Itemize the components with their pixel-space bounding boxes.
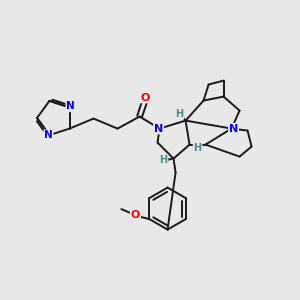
Text: N: N: [154, 124, 163, 134]
Text: H: H: [160, 154, 168, 165]
Text: O: O: [131, 210, 140, 220]
Polygon shape: [161, 159, 174, 162]
Text: H: H: [194, 142, 202, 153]
Text: N: N: [229, 124, 238, 134]
Polygon shape: [177, 110, 186, 121]
Text: N: N: [44, 130, 53, 140]
Text: H: H: [176, 109, 184, 118]
Text: O: O: [141, 93, 150, 103]
Text: N: N: [66, 101, 75, 111]
